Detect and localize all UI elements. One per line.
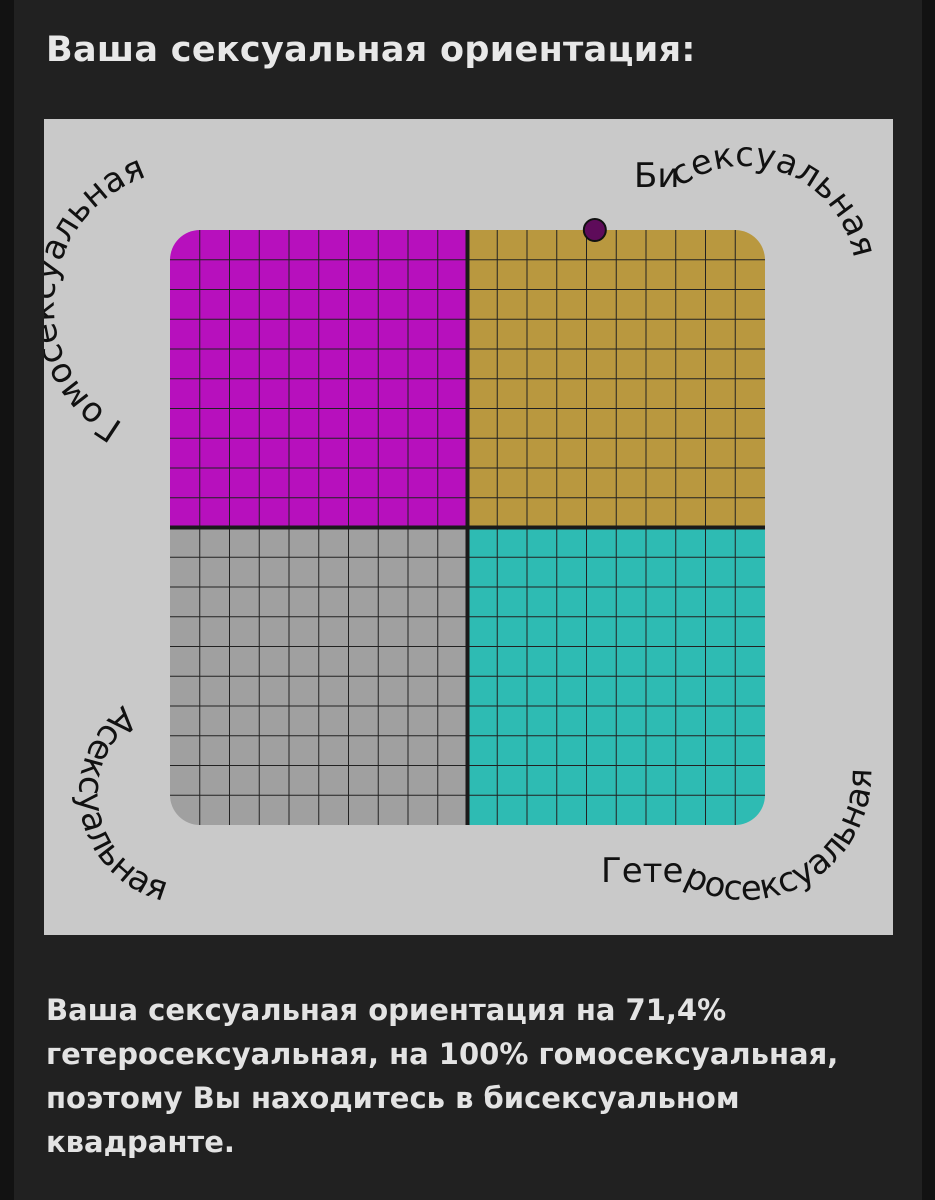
result-points — [582, 218, 607, 242]
label-asexual: Асексуальная — [70, 698, 173, 909]
result-point-1 — [582, 218, 607, 242]
page-title: Ваша сексуальная ориентация: — [46, 30, 696, 70]
label-homosexual: Гомосексуальная — [44, 148, 150, 450]
orientation-chart: ГомосексуальнаяБисексуальнаяАсексуальная… — [44, 119, 893, 935]
plot-area — [170, 230, 765, 825]
result-text: Ваша сексуальная ориентация на 71,4% гет… — [46, 993, 839, 1159]
orientation-chart-svg: ГомосексуальнаяБисексуальнаяАсексуальная… — [44, 135, 884, 910]
